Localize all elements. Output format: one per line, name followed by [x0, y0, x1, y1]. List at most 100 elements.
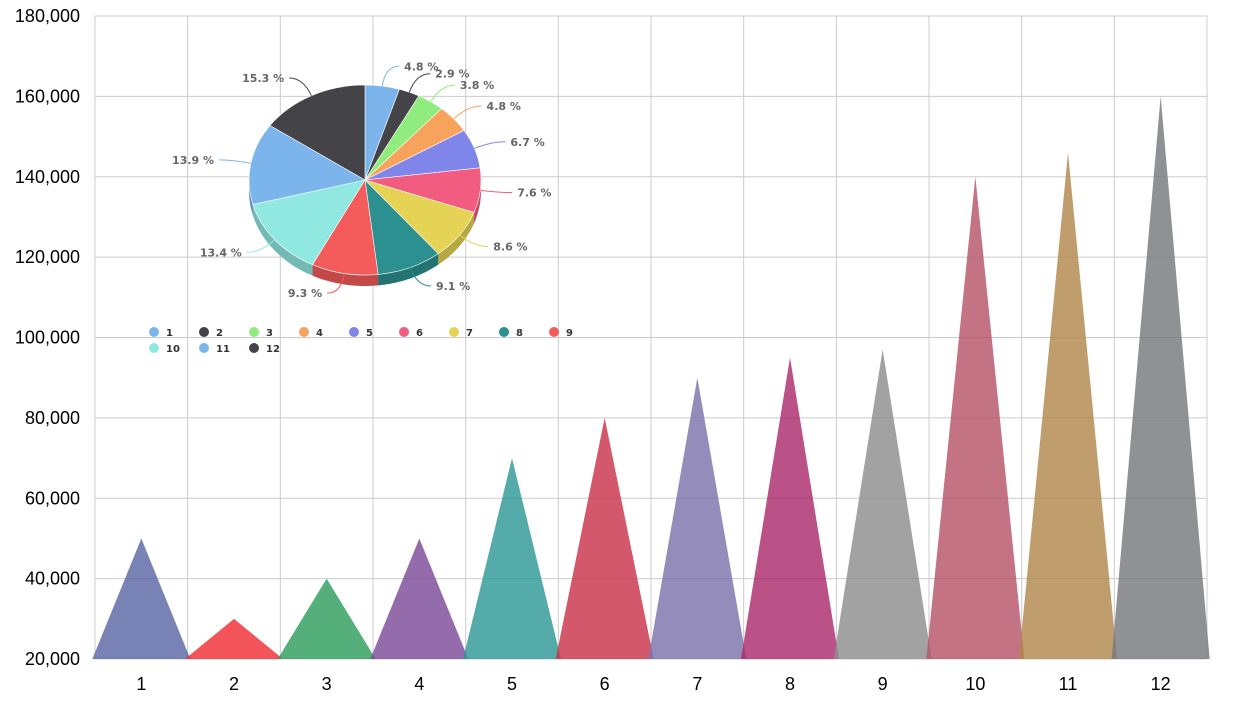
- legend-swatch: [149, 327, 159, 337]
- pie-chart: 4.8 %2.9 %3.8 %4.8 %6.7 %7.6 %8.6 %9.1 %…: [172, 60, 551, 300]
- pie-percent-label: 13.9 %: [172, 154, 214, 167]
- legend-item-5[interactable]: 5: [349, 327, 373, 339]
- pie-percent-label: 4.8 %: [404, 60, 438, 73]
- y-tick-label: 100,000: [15, 328, 80, 348]
- y-tick-label: 20,000: [25, 649, 80, 669]
- x-tick-label: 3: [322, 674, 332, 694]
- y-tick-label: 160,000: [15, 86, 80, 106]
- pie-connector: [459, 234, 489, 248]
- peak-9: [833, 349, 932, 659]
- pie-connector: [381, 65, 400, 87]
- pie-connector: [327, 273, 345, 294]
- pie-side-6: [474, 180, 481, 224]
- legend-label: 7: [466, 328, 473, 339]
- pie-connector: [453, 105, 482, 120]
- pie-top: [248, 84, 482, 276]
- y-tick-label: 40,000: [25, 569, 80, 589]
- legend-item-6[interactable]: 6: [399, 327, 423, 339]
- legend-label: 11: [216, 344, 230, 355]
- legend-label: 1: [166, 328, 173, 339]
- legend-label: 8: [516, 328, 523, 339]
- axes: 20,00040,00060,00080,000100,000120,00014…: [15, 6, 1171, 694]
- pie-connector: [219, 159, 251, 164]
- pie-connector: [289, 77, 312, 96]
- legend-item-4[interactable]: 4: [299, 327, 323, 339]
- pie-connector: [408, 73, 431, 93]
- legend-label: 4: [316, 328, 323, 339]
- peak-1: [92, 538, 191, 659]
- y-tick-label: 80,000: [25, 408, 80, 428]
- x-tick-label: 10: [965, 674, 985, 694]
- peak-3: [277, 578, 376, 659]
- peak-6: [555, 417, 654, 659]
- pie-labels: 4.8 %2.9 %3.8 %4.8 %6.7 %7.6 %8.6 %9.1 %…: [172, 60, 551, 300]
- legend-swatch: [499, 327, 509, 337]
- pie-percent-label: 8.6 %: [493, 241, 527, 254]
- pie-slice-11: [248, 125, 366, 205]
- legend-label: 3: [266, 328, 273, 339]
- legend-swatch: [549, 327, 559, 337]
- x-tick-label: 5: [507, 674, 517, 694]
- legend-item-11[interactable]: 11: [199, 343, 230, 355]
- pie-connector: [430, 84, 455, 102]
- pie-percent-label: 9.1 %: [436, 280, 470, 293]
- legend-item-9[interactable]: 9: [549, 327, 573, 339]
- legend-swatch: [199, 327, 209, 337]
- x-tick-label: 6: [600, 674, 610, 694]
- pie-side-9: [312, 264, 379, 286]
- legend-item-8[interactable]: 8: [499, 327, 523, 339]
- peak-4: [370, 538, 469, 659]
- legend-swatch: [399, 327, 409, 337]
- pie-side-10: [252, 204, 313, 276]
- legend-label: 9: [566, 328, 573, 339]
- legend-item-2[interactable]: 2: [199, 327, 223, 339]
- x-tick-label: 1: [136, 674, 146, 694]
- peak-7: [648, 377, 747, 659]
- legend-swatch: [199, 343, 209, 353]
- x-tick-label: 11: [1059, 674, 1078, 694]
- x-tick-label: 9: [878, 674, 888, 694]
- pie-percent-label: 7.6 %: [517, 187, 551, 200]
- legend-swatch: [149, 343, 159, 353]
- legend-swatch: [249, 343, 259, 353]
- legend-swatch: [349, 327, 359, 337]
- y-tick-label: 140,000: [15, 167, 80, 187]
- pie-percent-label: 6.7 %: [510, 136, 544, 149]
- peak-5: [463, 458, 561, 659]
- pie-side-7: [438, 212, 475, 265]
- legend-item-7[interactable]: 7: [449, 327, 473, 339]
- legend-item-10[interactable]: 10: [149, 343, 180, 355]
- pie-side-8: [378, 253, 439, 286]
- peak-series: [92, 96, 1210, 659]
- pie-connector: [474, 141, 506, 149]
- pie-percent-label: 4.8 %: [487, 100, 521, 113]
- x-tick-label: 7: [692, 674, 702, 694]
- x-tick-label: 8: [785, 674, 795, 694]
- legend-label: 2: [216, 328, 223, 339]
- y-tick-label: 120,000: [15, 247, 80, 267]
- peak-10: [926, 176, 1025, 659]
- pie-percent-label: 15.3 %: [242, 72, 284, 85]
- legend-swatch: [299, 327, 309, 337]
- legend-item-12[interactable]: 12: [249, 343, 280, 355]
- pie-percent-label: 3.8 %: [460, 79, 494, 92]
- pie-connector: [480, 189, 513, 194]
- pie-connector: [246, 239, 276, 253]
- legend-item-1[interactable]: 1: [149, 327, 173, 339]
- peak-12: [1111, 96, 1210, 659]
- peak-11: [1019, 152, 1117, 659]
- legend-label: 12: [266, 344, 280, 355]
- pie-percent-label: 9.3 %: [288, 287, 322, 300]
- x-tick-label: 4: [414, 674, 424, 694]
- legend-label: 10: [166, 344, 180, 355]
- pie-connector: [409, 267, 431, 287]
- legend-swatch: [449, 327, 459, 337]
- legend-item-3[interactable]: 3: [249, 327, 273, 339]
- y-tick-label: 60,000: [25, 488, 80, 508]
- legend-swatch: [249, 327, 259, 337]
- peak-2: [185, 618, 283, 659]
- legend-label: 5: [366, 328, 373, 339]
- pie-slice-12: [269, 84, 366, 181]
- pie-slice-10: [252, 179, 366, 266]
- peak-8: [741, 357, 839, 659]
